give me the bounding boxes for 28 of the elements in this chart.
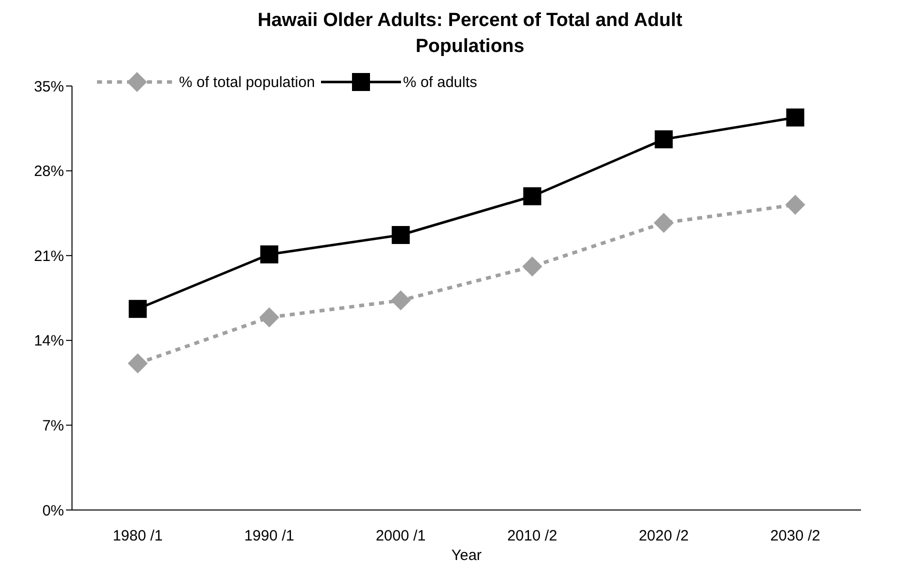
x-tick-label: 2020 /2 — [638, 528, 689, 545]
y-tick-label: 0% — [42, 502, 64, 520]
x-tick-label: 2030 /2 — [770, 528, 820, 545]
x-tick-label: 2000 /1 — [376, 528, 426, 545]
point — [260, 245, 278, 264]
legend-label: % of adults — [402, 74, 478, 90]
x-axis-title: Year — [451, 547, 482, 564]
y-tick-label: 35% — [34, 78, 64, 96]
point — [392, 226, 410, 244]
x-tick-label: 1990 /1 — [244, 528, 294, 545]
legend-label: % of total population — [179, 74, 315, 90]
point — [654, 130, 673, 148]
chart-title: Hawaii Older Adults: Percent of Total and Adult Populations — [256, 9, 684, 59]
point — [128, 300, 147, 318]
point — [390, 290, 411, 310]
x-tick-label: 2010 /2 — [507, 528, 558, 545]
point — [259, 307, 280, 328]
point — [785, 194, 806, 215]
y-tick-label: 28% — [34, 163, 64, 180]
point — [523, 187, 542, 206]
x-tick-label: 1980 /1 — [112, 528, 163, 545]
point — [786, 108, 804, 126]
point — [522, 256, 542, 277]
point — [128, 353, 148, 374]
y-tick-label: 7% — [42, 418, 64, 435]
y-tick-label: 14% — [34, 332, 64, 350]
point — [654, 212, 674, 233]
y-tick-label: 21% — [34, 248, 64, 265]
